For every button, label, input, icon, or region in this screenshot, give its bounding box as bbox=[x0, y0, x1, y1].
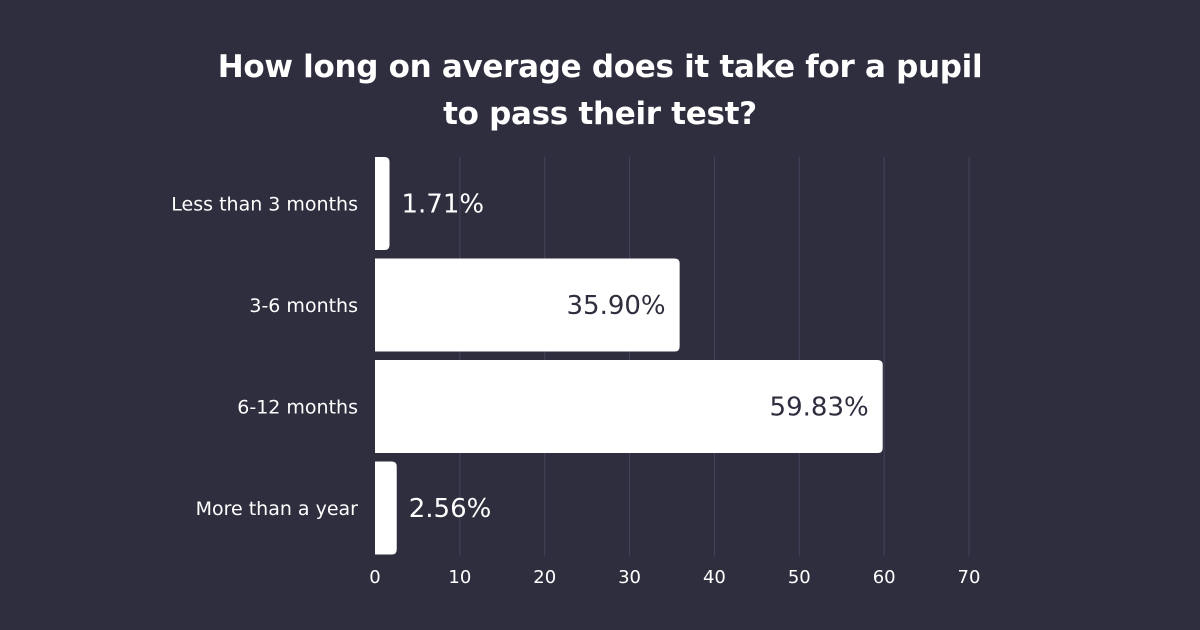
x-tick-label-70: 70 bbox=[958, 567, 981, 588]
x-tick-label-10: 10 bbox=[448, 567, 471, 588]
x-tick-label-50: 50 bbox=[788, 567, 811, 588]
bar-1 bbox=[375, 258, 680, 352]
bar-3 bbox=[375, 461, 397, 555]
category-label-3: More than a year bbox=[196, 498, 359, 520]
x-tick-label-20: 20 bbox=[533, 567, 556, 588]
category-label-1: 3-6 months bbox=[249, 295, 358, 317]
bar-0 bbox=[375, 157, 390, 250]
x-tick-label-40: 40 bbox=[703, 567, 726, 588]
x-tick-label-30: 30 bbox=[618, 567, 641, 588]
bar-2 bbox=[375, 360, 883, 453]
category-label-2: 6-12 months bbox=[237, 397, 358, 419]
x-tick-label-60: 60 bbox=[873, 567, 896, 588]
value-label-1: 35.90% bbox=[566, 291, 665, 321]
value-label-0: 1.71% bbox=[402, 190, 485, 220]
category-label-0: Less than 3 months bbox=[171, 194, 358, 216]
chart-title: How long on average does it take for a p… bbox=[217, 49, 983, 132]
value-label-3: 2.56% bbox=[409, 494, 492, 524]
value-label-2: 59.83% bbox=[770, 393, 869, 423]
x-tick-label-0: 0 bbox=[369, 567, 380, 588]
